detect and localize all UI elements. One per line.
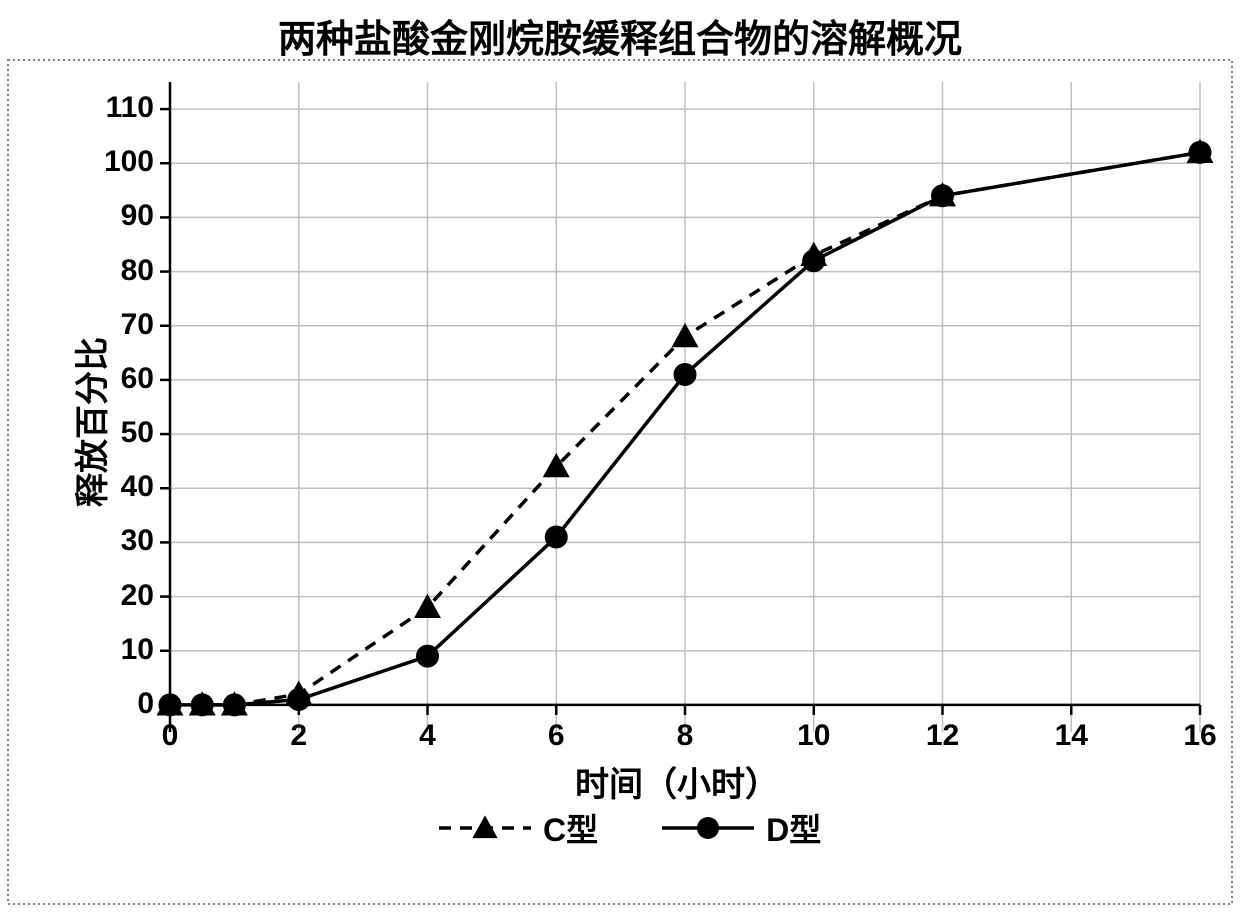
legend-item-C型: C型 — [435, 805, 598, 851]
y-tick-label: 10 — [121, 633, 154, 667]
y-tick-label: 20 — [121, 579, 154, 613]
y-tick-label: 30 — [121, 524, 154, 558]
y-tick-label: 80 — [121, 254, 154, 288]
y-tick-label: 50 — [121, 416, 154, 450]
series-marker-C型 — [672, 324, 697, 347]
series-marker-D型 — [1189, 141, 1211, 163]
series-marker-D型 — [191, 694, 213, 716]
x-tick-label: 14 — [1051, 719, 1091, 753]
series-marker-D型 — [545, 526, 567, 548]
y-tick-label: 90 — [121, 199, 154, 233]
y-tick-label: 100 — [104, 145, 154, 179]
y-tick-label: 110 — [106, 91, 154, 125]
legend-label: D型 — [766, 805, 821, 851]
y-tick-label: 40 — [121, 470, 154, 504]
series-marker-D型 — [417, 645, 439, 667]
series-marker-D型 — [223, 694, 245, 716]
x-tick-label: 12 — [923, 719, 963, 753]
x-tick-label: 10 — [794, 719, 834, 753]
legend-label: C型 — [543, 805, 598, 851]
x-tick-label: 4 — [408, 719, 448, 753]
y-tick-label: 70 — [121, 308, 154, 342]
x-tick-label: 2 — [279, 719, 319, 753]
series-marker-D型 — [803, 250, 825, 272]
y-axis-label: 释放百分比 — [65, 337, 114, 507]
legend-item-D型: D型 — [658, 805, 821, 851]
legend-sample-icon — [435, 813, 535, 843]
x-tick-label: 0 — [150, 719, 190, 753]
y-tick-label: 0 — [137, 687, 154, 721]
x-tick-label: 16 — [1180, 719, 1220, 753]
series-marker-D型 — [288, 689, 310, 711]
x-axis-label: 时间（小时） — [575, 757, 779, 806]
legend-sample-icon — [658, 813, 758, 843]
x-tick-label: 6 — [536, 719, 576, 753]
series-marker-D型 — [159, 694, 181, 716]
legend: C型 D型 — [435, 805, 821, 851]
x-tick-label: 8 — [665, 719, 705, 753]
series-marker-D型 — [674, 364, 696, 386]
series-marker-D型 — [932, 185, 954, 207]
y-tick-label: 60 — [121, 362, 154, 396]
